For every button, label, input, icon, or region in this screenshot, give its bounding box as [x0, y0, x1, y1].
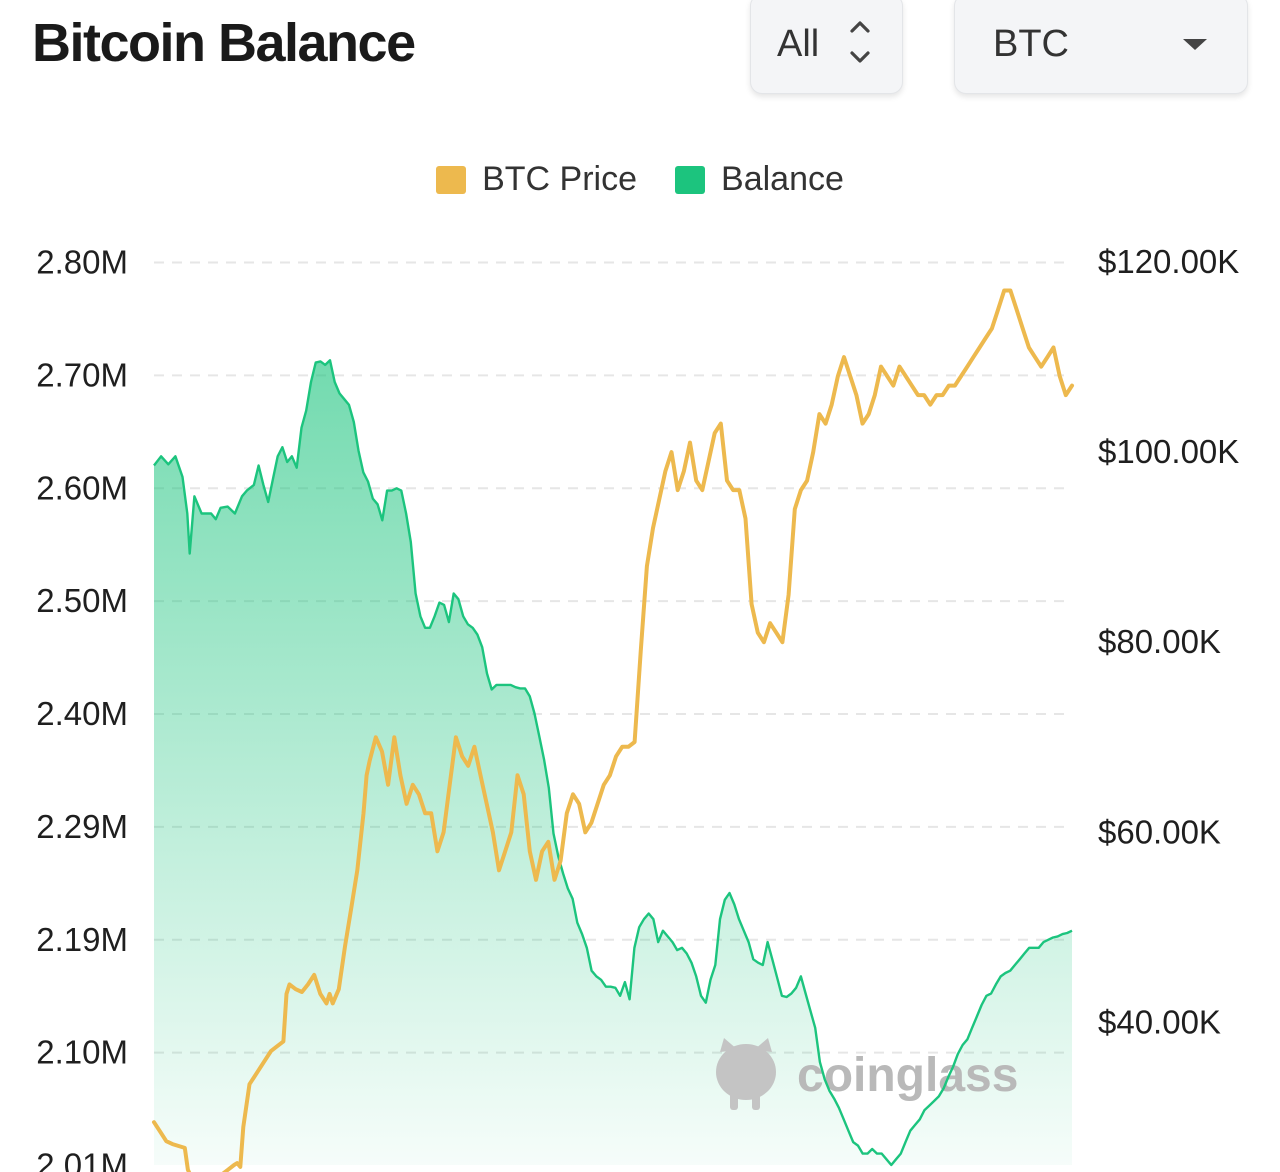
right-tick-label: $40.00K [1098, 1003, 1221, 1040]
legend-label-balance: Balance [721, 160, 844, 198]
left-tick-label: 2.29M [36, 808, 128, 845]
right-tick-label: $80.00K [1098, 623, 1221, 660]
legend-swatch-balance [675, 165, 706, 194]
range-select[interactable]: All [750, 0, 903, 94]
right-tick-label: $120.00K [1098, 243, 1239, 280]
coinglass-watermark: coinglass [716, 1038, 1018, 1110]
legend-label-price: BTC Price [482, 160, 638, 198]
left-tick-label: 2.19M [36, 921, 128, 958]
left-tick-label: 2.80M [36, 244, 128, 281]
legend-item-balance[interactable]: Balance [675, 160, 844, 199]
watermark-text: coinglass [797, 1049, 1018, 1102]
coinglass-logo-icon [716, 1038, 776, 1110]
chart-legend: BTC Price Balance [0, 160, 1280, 199]
left-tick-label: 2.10M [36, 1034, 128, 1071]
coin-select-value: BTC [993, 22, 1069, 65]
left-axis: 2.80M 2.70M 2.60M 2.50M 2.40M 2.29M 2.19M 2.10M… [36, 244, 128, 1172]
left-tick-label: 2.01M [36, 1147, 128, 1172]
chevron-down-icon [1183, 39, 1207, 50]
left-tick-label: 2.40M [36, 695, 128, 732]
coin-select[interactable]: BTC [954, 0, 1248, 94]
range-select-value: All [777, 22, 820, 65]
btc-price-line [152, 288, 1074, 1172]
legend-swatch-price [436, 165, 467, 194]
left-tick-label: 2.70M [36, 356, 128, 393]
page-title: Bitcoin Balance [32, 13, 416, 73]
left-tick-label: 2.50M [36, 582, 128, 619]
balance-line [153, 359, 1073, 1167]
right-axis: $120.00K $100.00K $80.00K $60.00K $40.00K [1098, 243, 1239, 1040]
up-down-arrows-icon [850, 21, 870, 63]
right-tick-label: $60.00K [1098, 813, 1221, 850]
legend-item-price[interactable]: BTC Price [436, 160, 637, 199]
right-tick-label: $100.00K [1098, 433, 1239, 470]
left-tick-label: 2.60M [36, 469, 128, 506]
balance-area [154, 360, 1072, 1165]
